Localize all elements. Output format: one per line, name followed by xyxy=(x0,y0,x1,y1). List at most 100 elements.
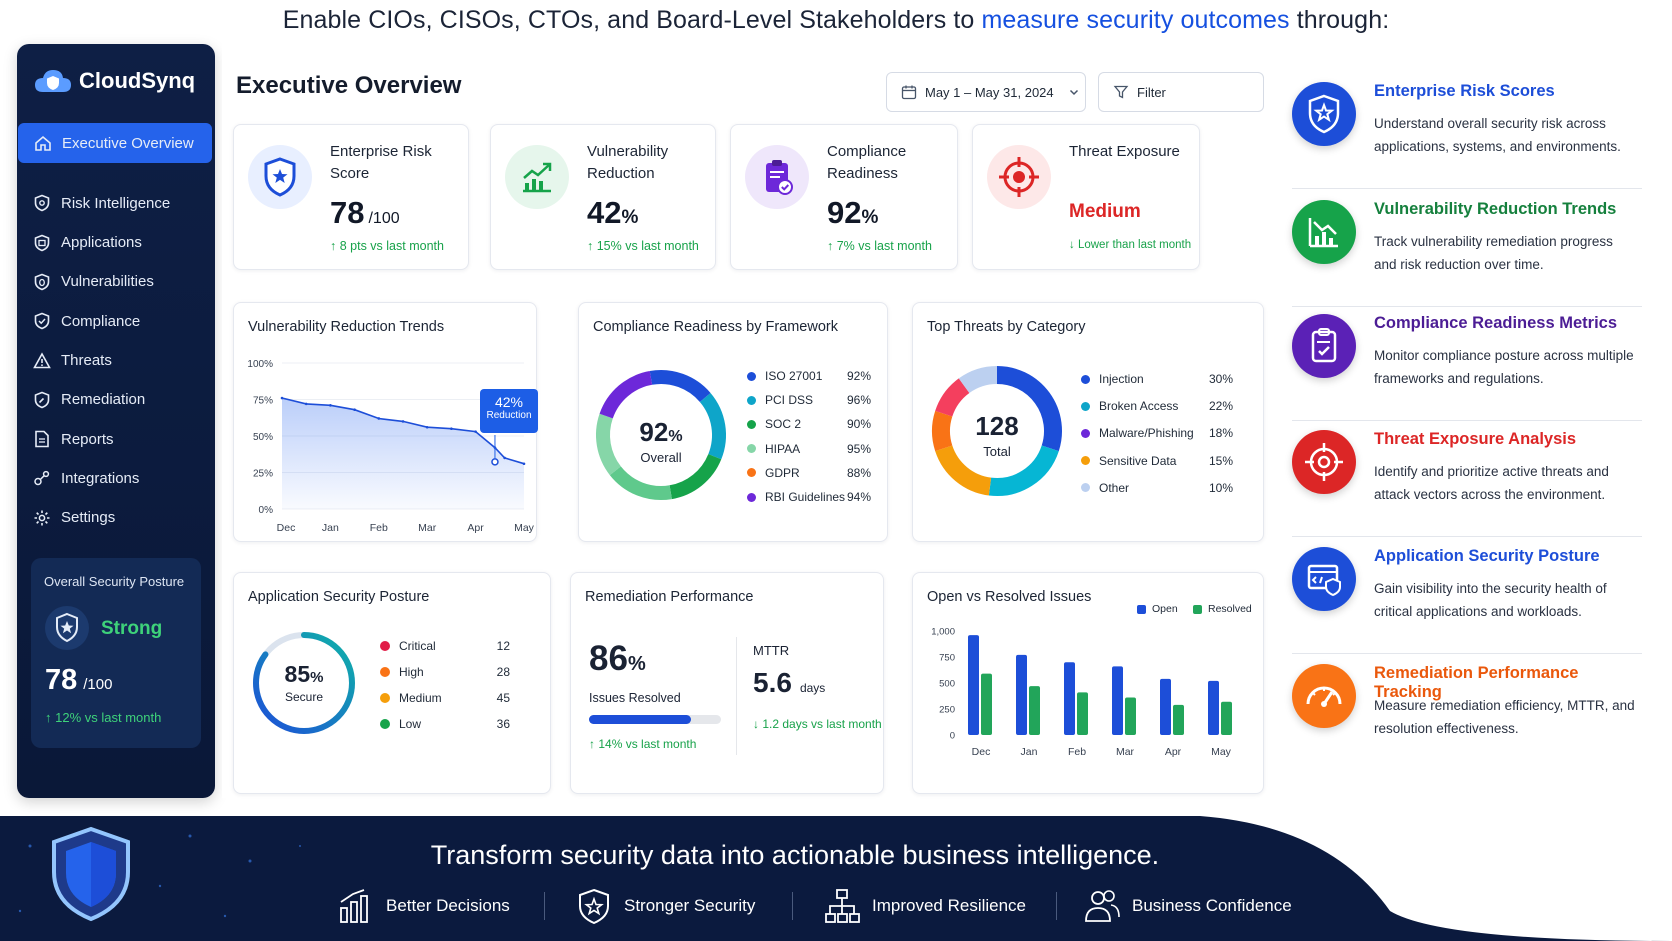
bar-open xyxy=(1016,654,1027,735)
brand-logo[interactable]: CloudSynq xyxy=(33,66,195,96)
feature-divider xyxy=(1292,536,1642,537)
legend-dot xyxy=(747,468,756,478)
legend-label: Broken Access xyxy=(1099,399,1179,414)
feature-desc: Understand overall security risk across … xyxy=(1374,116,1621,154)
report-icon xyxy=(35,430,49,448)
sidebar-item-threats[interactable]: Threats xyxy=(17,341,215,381)
app-shield-icon xyxy=(34,234,50,251)
banner-item-label: Improved Resilience xyxy=(872,896,1027,915)
feature-desc: Monitor compliance posture across multip… xyxy=(1374,348,1634,386)
filter-button[interactable]: Filter xyxy=(1098,72,1264,112)
trend-point xyxy=(329,404,332,407)
legend-label: Low xyxy=(399,717,422,731)
sidebar-item-risk-intelligence[interactable]: Risk Intelligence xyxy=(17,183,215,223)
legend-dot xyxy=(1081,374,1090,384)
sidebar-item-executive-overview[interactable]: Executive Overview xyxy=(18,123,212,163)
donut-slice-rbi-guidelines xyxy=(599,370,653,419)
bar-open xyxy=(1112,666,1123,735)
banner-title: Transform security data into actionable … xyxy=(430,840,1160,870)
banner-divider xyxy=(544,892,545,920)
kpi-card-enterprise-risk-score[interactable]: Enterprise Risk Score 78/100 ↑ 8 pts vs … xyxy=(233,124,469,270)
center-value: 92 xyxy=(639,417,669,447)
x-tick-label: Feb xyxy=(370,522,388,534)
legend-label: RBI Guidelines xyxy=(765,490,846,504)
legend-value: 18% xyxy=(1208,426,1233,441)
x-tick-label: Jan xyxy=(1021,746,1038,758)
feature-compliance-readiness-metrics[interactable]: Compliance Readiness Metrics Monitor com… xyxy=(1292,312,1642,432)
sidebar-item-label: Threats xyxy=(61,352,112,369)
kpi-delta-text: 8 pts vs last month xyxy=(339,239,444,253)
posture-score-max: /100 xyxy=(83,676,113,693)
bar-legend-item: Open xyxy=(1137,603,1178,615)
feature-enterprise-risk-scores[interactable]: Enterprise Risk Scores Understand overal… xyxy=(1292,80,1642,200)
kpi-card-compliance-readiness[interactable]: Compliance Readiness 92% ↑ 7% vs last mo… xyxy=(730,124,958,270)
legend-label: Medium xyxy=(399,691,442,705)
card-title: Remediation Performance xyxy=(585,589,754,605)
kpi-unit: /100 xyxy=(368,210,400,227)
kpi-card-vulnerability-reduction[interactable]: Vulnerability Reduction 42% ↑ 15% vs las… xyxy=(490,124,716,270)
legend-label: Injection xyxy=(1099,372,1144,386)
feature-divider xyxy=(1292,188,1642,189)
vuln-trend-chart: 100% 75% 50% 25% 0%Dec Jan Feb Mar Apr May xyxy=(247,359,534,534)
bar-open xyxy=(1064,662,1075,735)
feature-divider xyxy=(1292,420,1642,421)
growth-chart-icon xyxy=(505,145,569,209)
x-tick-label: Dec xyxy=(972,746,991,758)
kpi-delta: ↑ 7% vs last month xyxy=(827,239,932,253)
sidebar-item-compliance[interactable]: Compliance xyxy=(17,301,215,341)
gear-icon xyxy=(34,510,50,526)
feature-title: Vulnerability Reduction Trends xyxy=(1374,200,1617,218)
feature-vulnerability-reduction-trends[interactable]: Vulnerability Reduction Trends Track vul… xyxy=(1292,198,1642,318)
home-icon xyxy=(35,135,51,151)
feature-remediation-performance-tracking[interactable]: Remediation Performance Tracking Measure… xyxy=(1292,662,1642,782)
resolved-value: 86% xyxy=(589,639,646,679)
sidebar-item-integrations[interactable]: Integrations xyxy=(17,458,215,498)
warning-icon xyxy=(33,351,51,368)
shield-icon xyxy=(34,194,50,212)
shield-star-icon xyxy=(248,145,312,209)
sidebar-item-settings[interactable]: Settings xyxy=(17,498,215,538)
donut-slice-4 xyxy=(935,378,970,417)
gauge-icon xyxy=(1292,664,1356,728)
sidebar-item-label: Executive Overview xyxy=(62,134,194,152)
legend-row: RBI Guidelines 94% xyxy=(747,490,871,504)
kpi-number: 42 xyxy=(587,195,622,230)
threats-card: Top Threats by Category 128 Total Inject… xyxy=(912,302,1264,542)
legend-row: Malware/Phishing 18% xyxy=(1081,426,1233,440)
resolved-number: 86 xyxy=(589,639,628,678)
trend-point xyxy=(425,425,429,429)
legend-row: Sensitive Data 15% xyxy=(1081,454,1233,468)
trend-point xyxy=(377,417,381,420)
mttr-delta: ↓ 1.2 days vs last month xyxy=(753,717,882,731)
feature-title: Threat Exposure Analysis xyxy=(1374,430,1577,448)
legend-row: HIPAA 95% xyxy=(747,442,871,456)
kpi-card-threat-exposure[interactable]: Threat Exposure Medium ↓ Lower than last… xyxy=(972,124,1200,270)
kpi-unit: % xyxy=(861,207,879,228)
sidebar-item-label: Vulnerabilities xyxy=(61,273,154,291)
sidebar-item-remediation[interactable]: Remediation xyxy=(17,380,215,420)
sidebar-item-reports[interactable]: Reports xyxy=(17,419,215,459)
legend-value: 15% xyxy=(1208,453,1233,468)
date-range-picker[interactable]: May 1 – May 31, 2024 xyxy=(886,72,1086,112)
sidebar-item-applications[interactable]: Applications xyxy=(17,223,215,263)
threats-center: 128 Total xyxy=(927,411,1067,459)
sidebar-item-vulnerabilities[interactable]: Vulnerabilities xyxy=(17,262,215,302)
legend-row: Critical 12 xyxy=(380,639,510,653)
sidebar-item-label: Reports xyxy=(61,430,114,448)
open-resolved-card: Open vs Resolved Issues 1,000 750 500 250 0 D… xyxy=(912,572,1264,794)
mttr-unit: days xyxy=(799,681,826,695)
feature-application-security-posture[interactable]: Application Security Posture Gain visibi… xyxy=(1292,545,1642,665)
mttr-value: 5.6 days xyxy=(753,667,825,699)
legend-dot xyxy=(747,395,756,405)
donut-slice-3 xyxy=(932,410,953,452)
center-label: Overall xyxy=(640,450,682,465)
kpi-value: 42% xyxy=(587,195,638,231)
reduction-callout: 42% Reduction xyxy=(480,389,538,433)
sidebar: CloudSynq Overall Security Posture Stron… xyxy=(17,44,215,798)
trend-point xyxy=(450,427,453,430)
legend-value: 10% xyxy=(1208,480,1233,495)
feature-threat-exposure-analysis[interactable]: Threat Exposure Analysis Identify and pr… xyxy=(1292,428,1642,548)
feature-title: Remediation Performance Tracking xyxy=(1374,664,1579,701)
chart-down-icon xyxy=(1292,200,1356,264)
feature-desc: Measure remediation efficiency, MTTR, an… xyxy=(1374,698,1635,736)
